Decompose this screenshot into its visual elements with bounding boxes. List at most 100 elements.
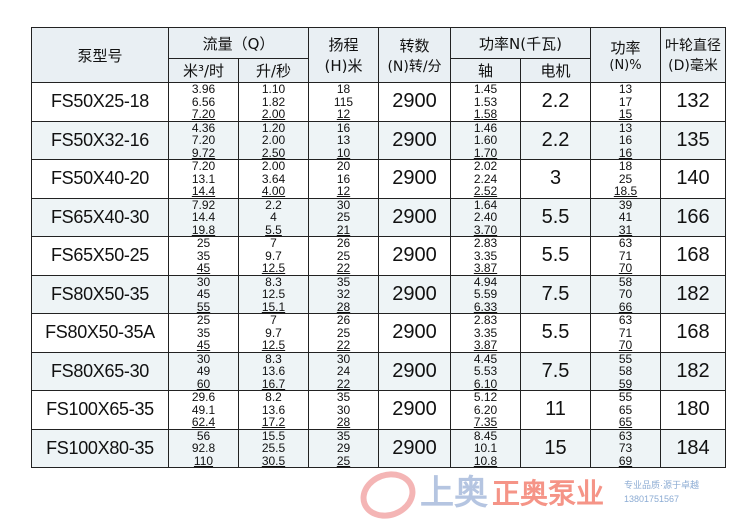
cell-value: 10 <box>336 145 351 160</box>
cell-value: 3.87 <box>473 261 498 275</box>
header-efficiency-label: 功率 <box>610 39 641 57</box>
cell-value: 2.00 <box>261 107 286 121</box>
cell-value: 25 <box>196 313 211 327</box>
header-speed-unit: (N)转/分 <box>387 58 442 75</box>
cell-eff: 13 16 16 <box>590 120 661 160</box>
cell-shaft: 1.64 2.40 3.70 <box>450 197 521 237</box>
cell-value: 25 <box>336 453 351 468</box>
cell-value: 18 <box>618 159 633 173</box>
cell-speed: 2900 <box>378 82 451 122</box>
cell-value: 30 <box>336 197 351 212</box>
cell-value: 12.5 <box>261 338 286 352</box>
watermark-line3: 专业品质·源于卓越 <box>624 480 699 490</box>
cell-value: 55 <box>618 390 633 404</box>
cell-value: 6.56 <box>191 94 216 109</box>
cell-value: 18.5 <box>613 184 638 198</box>
cell-value: 70 <box>618 287 633 301</box>
table-row: FS65X50-25 25 35 45 7 9.7 12.5 26 25 22 2900 2.83 3.… <box>31 236 726 276</box>
cell-eff: 63 71 70 <box>590 236 661 276</box>
cell-value: 12 <box>336 107 351 121</box>
cell-value: 2.52 <box>473 184 498 198</box>
cell-value: 30 <box>196 351 211 366</box>
table-row: FS65X40-30 7.92 14.4 19.8 2.2 4 5.5 30 25 21 2900 1… <box>31 197 726 237</box>
cell-value: 7.35 <box>473 415 498 429</box>
cell-impeller: 132 <box>660 82 726 122</box>
cell-value: 63 <box>618 313 633 327</box>
cell-motor: 5.5 <box>520 313 591 353</box>
cell-value: 5.12 <box>473 390 498 404</box>
header-flow: 流量（Q） <box>168 27 309 59</box>
cell-value: 3.87 <box>473 338 498 352</box>
cell-value: 20 <box>336 159 351 173</box>
cell-value: 12.5 <box>261 287 286 301</box>
cell-value: 8.3 <box>265 351 282 366</box>
cell-eff: 55 58 59 <box>590 351 661 391</box>
cell-value: 35 <box>196 248 211 263</box>
cell-value: 9.7 <box>265 248 282 263</box>
cell-value: 6.10 <box>473 376 498 391</box>
cell-value: 15 <box>618 107 633 121</box>
cell-value: 1.64 <box>473 197 498 212</box>
watermark-phone: 13801751567 <box>624 494 680 504</box>
cell-speed: 2900 <box>378 197 451 237</box>
cell-value: 15.1 <box>261 299 286 314</box>
cell-value: 13.1 <box>191 171 216 186</box>
cell-model: FS80X50-35 <box>31 274 169 314</box>
cell-value: 110 <box>193 453 214 468</box>
cell-value: 2.83 <box>473 236 498 250</box>
cell-value: 29.6 <box>191 390 216 404</box>
cell-value: 4.45 <box>473 351 498 366</box>
cell-value: 73 <box>618 441 633 455</box>
cell-head: 35 29 25 <box>308 428 379 468</box>
cell-value: 45 <box>196 338 211 352</box>
cell-value: 65 <box>618 415 633 429</box>
cell-eff: 63 73 69 <box>590 428 661 468</box>
cell-value: 1.20 <box>261 120 286 135</box>
cell-value: 71 <box>618 325 633 340</box>
cell-motor: 5.5 <box>520 197 591 237</box>
header-efficiency: 功率 (N)% <box>590 27 661 83</box>
cell-value: 15.5 <box>261 428 286 443</box>
cell-q_ls: 7 9.7 12.5 <box>238 313 309 353</box>
cell-value: 13 <box>336 133 351 147</box>
cell-value: 3.35 <box>473 248 498 263</box>
cell-value: 30.5 <box>261 453 286 468</box>
cell-head: 20 16 12 <box>308 159 379 199</box>
cell-value: 5.59 <box>473 287 498 301</box>
cell-value: 6.33 <box>473 299 498 314</box>
cell-value: 63 <box>618 428 633 443</box>
cell-value: 59 <box>618 376 633 391</box>
cell-q_m3h: 25 35 45 <box>168 236 239 276</box>
cell-q_m3h: 7.20 13.1 14.4 <box>168 159 239 199</box>
watermark-logo-icon <box>353 463 423 526</box>
cell-model: FS65X40-30 <box>31 197 169 237</box>
table-row: FS80X65-30 30 49 60 8.3 13.6 16.7 30 24 22 2900 4.4… <box>31 351 726 391</box>
cell-value: 2.2 <box>265 197 282 212</box>
cell-value: 9.72 <box>191 145 216 160</box>
cell-value: 41 <box>618 210 633 224</box>
cell-value: 1.70 <box>473 145 498 160</box>
cell-value: 1.45 <box>473 82 498 96</box>
cell-value: 35 <box>336 428 351 443</box>
cell-q_ls: 1.10 1.82 2.00 <box>238 82 309 122</box>
cell-shaft: 8.45 10.1 10.8 <box>450 428 521 468</box>
cell-q_ls: 2.00 3.64 4.00 <box>238 159 309 199</box>
cell-value: 69 <box>618 453 633 468</box>
table-row: FS80X50-35 30 45 55 8.3 12.5 15.1 35 32 28 2900 4.9… <box>31 274 726 314</box>
cell-head: 18 115 12 <box>308 82 379 122</box>
cell-shaft: 2.83 3.35 3.87 <box>450 313 521 353</box>
cell-value: 26 <box>336 313 351 327</box>
cell-speed: 2900 <box>378 120 451 160</box>
cell-q_m3h: 7.92 14.4 19.8 <box>168 197 239 237</box>
cell-q_ls: 1.20 2.00 2.50 <box>238 120 309 160</box>
cell-q_ls: 8.3 13.6 16.7 <box>238 351 309 391</box>
cell-value: 24 <box>336 364 351 378</box>
header-impeller-label: 叶轮直径 <box>665 38 721 54</box>
cell-value: 8.3 <box>265 274 282 289</box>
header-head-unit: (H)米 <box>324 57 363 75</box>
cell-q_m3h: 3.96 6.56 7.20 <box>168 82 239 122</box>
cell-motor: 2.2 <box>520 120 591 160</box>
pump-spec-table: 泵型号 流量（Q） 扬程 (H)米 转数 (N)转/分 功率N(千瓦) 功率 (N)%… <box>31 27 726 468</box>
cell-value: 2.02 <box>473 159 498 173</box>
header-power-motor: 电机 <box>520 58 591 83</box>
